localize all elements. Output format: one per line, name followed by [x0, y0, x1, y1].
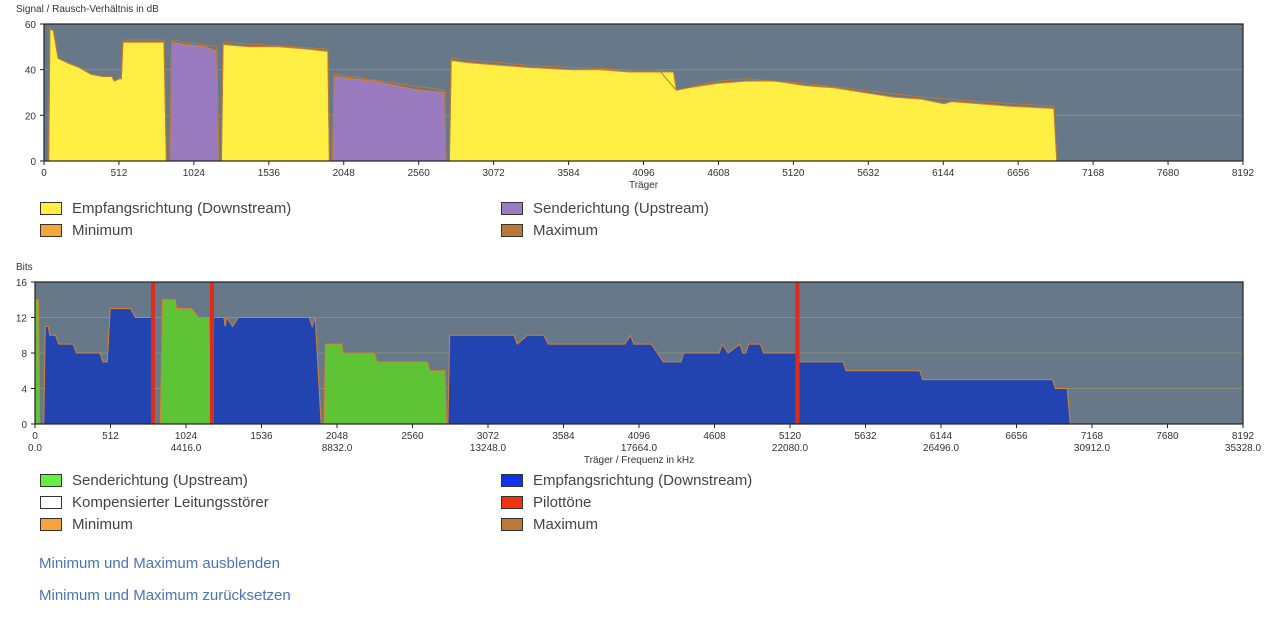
maximum-line	[44, 27, 1058, 162]
reset-minmax-link[interactable]: Minimum und Maximum zurücksetzen	[39, 587, 291, 604]
legend-swatch-minimum-bits	[40, 518, 62, 531]
legend-label-minimum: Minimum	[72, 222, 133, 239]
x-tick-label: 512	[111, 168, 128, 179]
x-tick-label: 2048	[326, 431, 349, 442]
y-tick-label: 12	[16, 314, 28, 325]
x-tick-label: 2048	[333, 168, 356, 179]
x-tick-label-frequency: 26496.0	[923, 443, 960, 454]
x-tick-label: 2560	[408, 168, 431, 179]
y-tick-label: 8	[21, 349, 27, 360]
y-tick-label: 4	[21, 385, 27, 396]
pilot-tone-bar	[795, 282, 800, 424]
bits-chart: 0 4 8 12 16 0 512 1024 1536 2048 2560 3072 3584 4096 4…	[16, 262, 1262, 466]
legend-swatch-pilot	[501, 496, 523, 509]
y-axis-label: Bits	[16, 262, 33, 273]
legend-label-upstream-bits: Senderichtung (Upstream)	[72, 472, 248, 489]
legend-label-maximum: Maximum	[533, 222, 599, 239]
y-tick-label: 40	[25, 66, 37, 77]
legend-label-downstream-bits: Empfangsrichtung (Downstream)	[533, 472, 753, 489]
x-tick-label-frequency: 0.0	[28, 443, 42, 454]
legend-swatch-maximum	[501, 224, 523, 237]
legend-label-downstream: Empfangsrichtung (Downstream)	[72, 200, 292, 217]
x-tick-label-frequency: 30912.0	[1074, 443, 1111, 454]
x-tick-label: 1024	[175, 431, 198, 442]
x-tick-label-frequency: 8832.0	[322, 443, 353, 454]
x-tick-label-frequency: 35328.0	[1225, 443, 1262, 454]
x-tick-label: 3584	[557, 168, 580, 179]
legend-swatch-minimum	[40, 224, 62, 237]
legend-label-pilot: Pilottöne	[533, 494, 592, 511]
series-area	[43, 308, 154, 425]
x-tick-label: 4096	[632, 168, 655, 179]
legend-label-minimum-bits: Minimum	[72, 516, 133, 533]
x-tick-label: 6144	[932, 168, 955, 179]
x-tick-label: 1536	[250, 431, 273, 442]
y-axis-label: Signal / Rausch-Verhältnis in dB	[16, 4, 159, 15]
series-area	[159, 299, 212, 425]
x-tick-label: 3072	[483, 168, 506, 179]
y-tick-label: 60	[25, 20, 37, 31]
series-area	[220, 43, 330, 162]
x-tick-label: 0	[32, 431, 38, 442]
series-area	[211, 316, 322, 425]
x-axis-label: Träger	[629, 180, 659, 191]
x-tick-label: 4608	[703, 431, 726, 442]
x-tick-label: 5120	[779, 431, 802, 442]
x-tick-label: 6656	[1007, 168, 1030, 179]
x-axis-label: Träger / Frequenz in kHz	[584, 455, 694, 466]
series-area	[34, 299, 41, 425]
x-tick-label: 6144	[930, 431, 953, 442]
x-tick-label: 5632	[857, 168, 880, 179]
x-tick-label: 8192	[1232, 431, 1255, 442]
series-area	[323, 343, 447, 425]
pilot-tone-bar	[209, 282, 214, 424]
x-tick-label: 512	[102, 431, 119, 442]
x-tick-label: 7168	[1081, 431, 1104, 442]
x-tick-label: 7168	[1082, 168, 1105, 179]
x-tick-label: 7680	[1157, 168, 1180, 179]
x-tick-label-frequency: 17664.0	[621, 443, 658, 454]
legend-swatch-upstream	[501, 202, 523, 215]
y-tick-label: 0	[30, 157, 36, 168]
hide-minmax-link[interactable]: Minimum und Maximum ausblenden	[39, 555, 280, 572]
legend-label-maximum-bits: Maximum	[533, 516, 599, 533]
x-tick-label-frequency: 13248.0	[470, 443, 507, 454]
x-tick-label: 8192	[1232, 168, 1255, 179]
x-tick-label: 5120	[782, 168, 805, 179]
pilot-tone-bar	[150, 282, 155, 424]
x-tick-label: 1024	[183, 168, 206, 179]
series-area	[448, 59, 1058, 162]
x-tick-label: 6656	[1005, 431, 1028, 442]
x-tick-label: 4096	[628, 431, 651, 442]
snr-chart: 0 20 40 60 0 512 1024 1536 2048 2560 3072 3584 4096 4…	[16, 4, 1255, 191]
y-tick-label: 16	[16, 278, 28, 289]
y-tick-label: 20	[25, 111, 37, 122]
legend-swatch-upstream-bits	[40, 474, 62, 487]
x-tick-label-frequency: 4416.0	[171, 443, 202, 454]
legend-swatch-downstream	[40, 202, 62, 215]
legend-swatch-downstream-bits	[501, 474, 523, 487]
legend-label-compensated: Kompensierter Leitungsstörer	[72, 494, 269, 511]
x-tick-label: 1536	[258, 168, 281, 179]
x-tick-label: 5632	[854, 431, 877, 442]
x-tick-label: 4608	[707, 168, 730, 179]
x-tick-label: 3584	[552, 431, 575, 442]
x-tick-label-frequency: 22080.0	[772, 443, 809, 454]
legend-swatch-compensated	[40, 496, 62, 509]
legend-label-upstream: Senderichtung (Upstream)	[533, 200, 709, 217]
x-tick-label: 7680	[1156, 431, 1179, 442]
x-tick-label: 2560	[401, 431, 424, 442]
series-area	[447, 334, 1071, 425]
y-tick-label: 0	[21, 420, 27, 431]
series-area	[169, 41, 220, 162]
legend-swatch-maximum-bits	[501, 518, 523, 531]
x-tick-label: 3072	[477, 431, 500, 442]
x-tick-label: 0	[41, 168, 47, 179]
